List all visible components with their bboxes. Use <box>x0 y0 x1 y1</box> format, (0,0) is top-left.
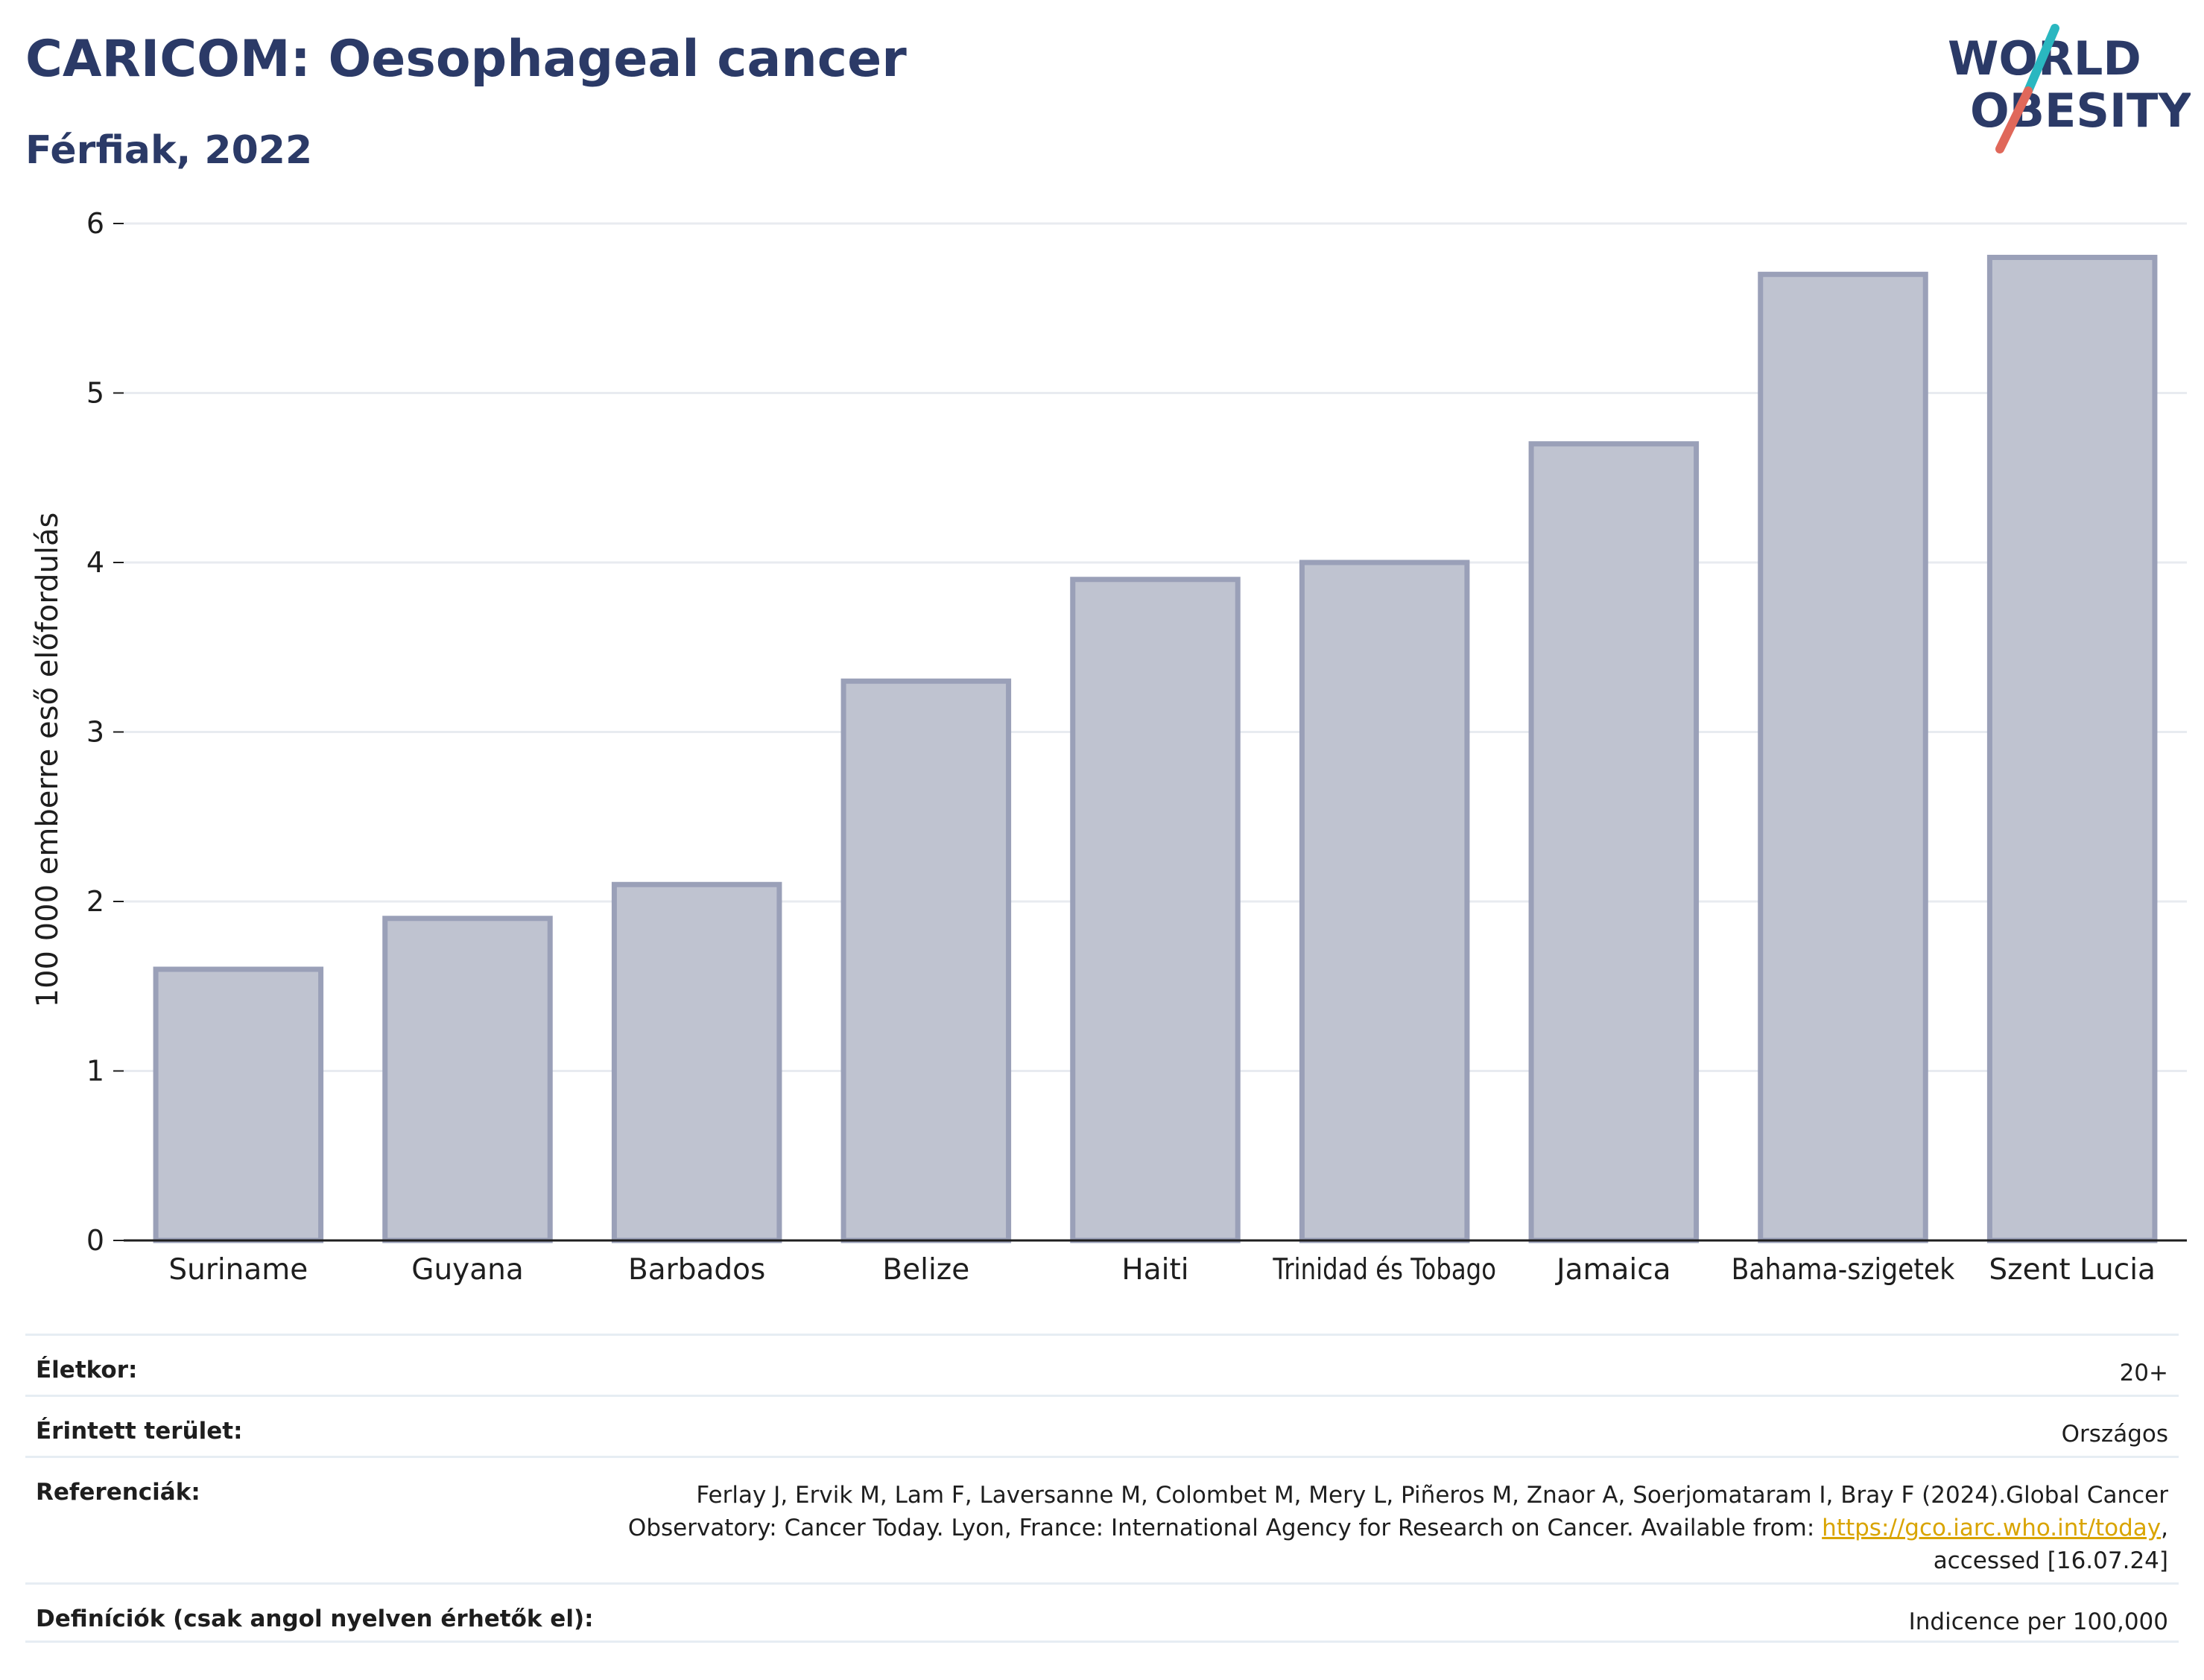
logo-slash-red <box>1995 86 2033 153</box>
reference-line-2: Observatory: Cancer Today. Lyon, France:… <box>628 1512 2168 1544</box>
chart-subtitle: Férfiak, 2022 <box>25 128 313 173</box>
y-tick-label-2: 2 <box>86 885 104 918</box>
bar-belize <box>840 678 1012 1243</box>
x-tick-label: Barbados <box>628 1253 765 1287</box>
y-tick-label-0: 0 <box>86 1224 104 1257</box>
info-value-area: Országos <box>2061 1421 2168 1448</box>
x-tick-label: Trinidad és Tobago <box>1273 1253 1496 1287</box>
info-bottom-border <box>25 1641 2179 1643</box>
axes: 0 1 2 3 4 5 6 Suriname Guyana Barbados Belize Haiti… <box>86 207 2187 1287</box>
x-tick-label: Jamaica <box>1554 1253 1671 1287</box>
y-axis-label: 100 000 emberre eső előfordulás <box>31 512 65 1008</box>
bar-jamaica <box>1528 441 1700 1243</box>
info-row-area: Érintett terület: Országos <box>25 1395 2179 1458</box>
y-tick-label-4: 4 <box>86 546 104 579</box>
chart-title: CARICOM: Oesophageal cancer <box>25 30 907 89</box>
info-row-definitions: Definíciók (csak angol nyelven érhetők e… <box>25 1582 2179 1643</box>
world-obesity-logo: WORLD OBESITY <box>1948 24 2191 153</box>
info-value-references: Ferlay J, Ervik M, Lam F, Laversanne M, … <box>628 1479 2168 1577</box>
info-label-area: Érintett terület: <box>36 1418 243 1445</box>
info-row-references: Referenciák: Ferlay J, Ervik M, Lam F, L… <box>25 1456 2179 1585</box>
y-tick-label-1: 1 <box>86 1055 104 1088</box>
bar-szent-lucia <box>1986 255 2158 1243</box>
x-tick-label: Bahama-szigetek <box>1732 1253 1955 1287</box>
reference-line-1: Ferlay J, Ervik M, Lam F, Laversanne M, … <box>696 1482 2168 1509</box>
info-label-definitions: Definíciók (csak angol nyelven érhetők e… <box>36 1605 594 1632</box>
info-label-age: Életkor: <box>36 1357 138 1383</box>
reference-line-3: accessed [16.07.24] <box>1933 1547 2168 1574</box>
reference-line-2-text: Observatory: Cancer Today. Lyon, France:… <box>627 1515 1823 1541</box>
y-tick-label-6: 6 <box>86 207 104 240</box>
logo-slash-teal <box>2024 24 2059 95</box>
reference-link[interactable]: https://gco.iarc.who.int/today <box>1822 1515 2162 1541</box>
x-tick-label: Haiti <box>1121 1253 1188 1287</box>
bar-haiti <box>1070 577 1241 1243</box>
bar-chart: 0 1 2 3 4 5 6 Suriname Guyana Barbados Belize Haiti… <box>86 207 2187 1287</box>
bar-trinidad-s-tobago <box>1299 560 1470 1243</box>
bar-guyana <box>382 916 553 1243</box>
info-value-age: 20+ <box>2119 1360 2168 1386</box>
y-tick-label-3: 3 <box>86 716 104 749</box>
x-tick-label: Szent Lucia <box>1989 1253 2156 1287</box>
y-tick-label-5: 5 <box>86 377 104 410</box>
x-tick-label: Guyana <box>411 1253 524 1287</box>
info-label-references: Referenciák: <box>36 1479 200 1506</box>
bar-barbados <box>611 881 782 1243</box>
bar-bahama-szigetek <box>1758 271 1928 1243</box>
x-tick-label: Suriname <box>168 1253 308 1287</box>
bars <box>153 255 2158 1243</box>
reference-line-2-suffix: , <box>2161 1515 2168 1541</box>
x-tick-label: Belize <box>882 1253 969 1287</box>
info-value-definitions: Indicence per 100,000 <box>1908 1608 2168 1635</box>
info-row-age: Életkor: 20+ <box>25 1334 2179 1397</box>
bar-suriname <box>153 966 324 1243</box>
